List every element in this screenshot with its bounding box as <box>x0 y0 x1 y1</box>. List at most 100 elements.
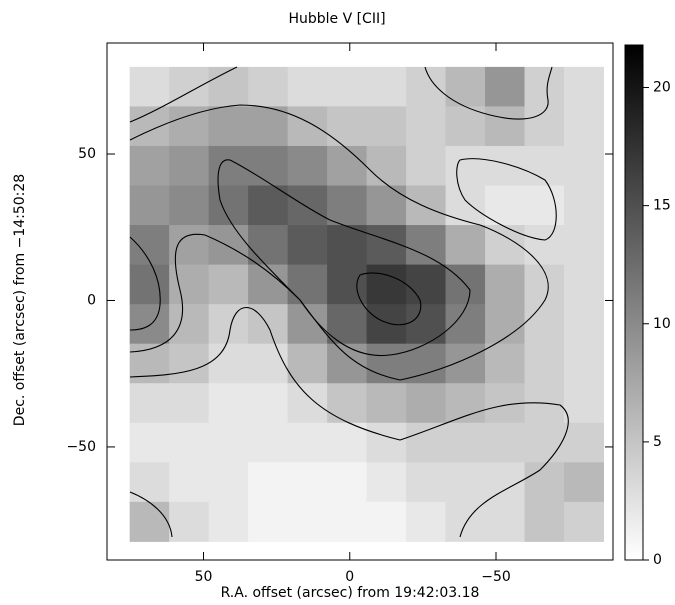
heatmap-cell <box>248 501 289 542</box>
heatmap-cell <box>248 462 289 503</box>
heatmap-cell <box>169 304 210 345</box>
heatmap-cell <box>287 66 328 107</box>
heatmap-cell <box>564 343 604 384</box>
heatmap-cell <box>287 185 328 226</box>
heatmap-cell <box>485 343 526 384</box>
heatmap-cell <box>445 145 486 187</box>
x-tick-label: −50 <box>481 569 511 585</box>
heatmap-cell <box>169 185 210 226</box>
contour <box>456 158 557 241</box>
heatmap-cell <box>327 264 368 305</box>
heatmap-cell <box>445 383 486 424</box>
heatmap-cell <box>208 343 249 384</box>
heatmap-cell <box>485 106 526 147</box>
heatmap-cell <box>248 383 289 424</box>
heatmap-cell <box>524 501 565 542</box>
heatmap-cell <box>564 462 604 503</box>
heatmap-cell <box>327 501 368 542</box>
x-tick-label: 0 <box>345 569 354 585</box>
heatmap-cell <box>248 225 289 266</box>
heatmap-cell <box>445 66 486 107</box>
heatmap-cell <box>366 185 407 226</box>
heatmap-cell <box>287 145 328 187</box>
heatmap-cell <box>129 66 170 107</box>
heatmap-cell <box>406 264 447 305</box>
heatmap-cell <box>485 185 526 226</box>
heatmap-cell <box>327 422 368 463</box>
heatmap-cell <box>406 66 447 107</box>
heatmap-cell <box>564 66 604 107</box>
heatmap-cell <box>327 145 368 187</box>
heatmap-cell <box>248 106 289 147</box>
heatmap-cell <box>248 422 289 463</box>
heatmap-cell <box>327 383 368 424</box>
heatmap-cell <box>169 106 210 147</box>
heatmap-cell <box>287 462 328 503</box>
heatmap-cell <box>327 106 368 147</box>
contour <box>129 236 161 331</box>
heatmap-cell <box>406 422 447 463</box>
heatmap-cell <box>248 66 289 107</box>
heatmap-cell <box>366 106 407 147</box>
heatmap-cell <box>564 304 604 345</box>
heatmap-cell <box>524 264 565 305</box>
y-tick-label: −50 <box>66 439 96 455</box>
heatmap-cell <box>248 343 289 384</box>
heatmap-cell <box>129 422 170 463</box>
heatmap-cell <box>169 343 210 384</box>
contour <box>129 66 238 123</box>
heatmap-cell <box>366 383 407 424</box>
colorbar-tick-label: 20 <box>653 80 671 96</box>
heatmap-cell <box>445 422 486 463</box>
heatmap-cell <box>564 422 604 463</box>
heatmap-cell <box>208 225 249 266</box>
heatmap-cell <box>445 462 486 503</box>
heatmap-cell <box>366 422 407 463</box>
heatmap-cell <box>208 106 249 147</box>
heatmap-cell <box>248 145 289 187</box>
heatmap-cells <box>129 66 604 542</box>
heatmap-cell <box>564 145 604 187</box>
heatmap-cell <box>406 383 447 424</box>
heatmap-cell <box>564 225 604 266</box>
heatmap-cell <box>406 225 447 266</box>
heatmap-cell <box>524 304 565 345</box>
heatmap-cell <box>327 66 368 107</box>
colorbar-tick-label: 10 <box>653 316 671 332</box>
heatmap-cell <box>208 264 249 305</box>
heatmap-cell <box>564 185 604 226</box>
heatmap-cell <box>327 304 368 345</box>
contour <box>356 272 422 326</box>
x-axis-label: R.A. offset (arcsec) from 19:42:03.18 <box>221 585 480 601</box>
y-tick-label: 0 <box>87 292 96 308</box>
heatmap-cell <box>287 343 328 384</box>
heatmap-cell <box>208 501 249 542</box>
heatmap-cell <box>129 304 170 345</box>
heatmap-cell <box>169 145 210 187</box>
heatmap-cell <box>445 185 486 226</box>
heatmap-cell <box>366 145 407 187</box>
heatmap-cell <box>327 225 368 266</box>
heatmap-cell <box>366 343 407 384</box>
heatmap-cell <box>524 66 565 107</box>
y-tick-label: 50 <box>78 146 96 162</box>
colorbar-tick-label: 5 <box>653 434 662 450</box>
heatmap-cell <box>169 264 210 305</box>
heatmap-cell <box>169 501 210 542</box>
heatmap-cell <box>208 66 249 107</box>
heatmap-cell <box>248 264 289 305</box>
heatmap-cell <box>129 145 170 187</box>
heatmap-cell <box>445 343 486 384</box>
heatmap-cell <box>287 225 328 266</box>
heatmap-cell <box>366 501 407 542</box>
heatmap-cell <box>564 501 604 542</box>
heatmap-cell <box>366 462 407 503</box>
chart-title: Hubble V [CII] <box>288 11 385 27</box>
colorbar <box>624 44 644 561</box>
heatmap-cell <box>524 225 565 266</box>
heatmap-cell <box>485 66 526 107</box>
heatmap-cell <box>208 383 249 424</box>
contour <box>129 491 173 538</box>
heatmap-cell <box>524 343 565 384</box>
